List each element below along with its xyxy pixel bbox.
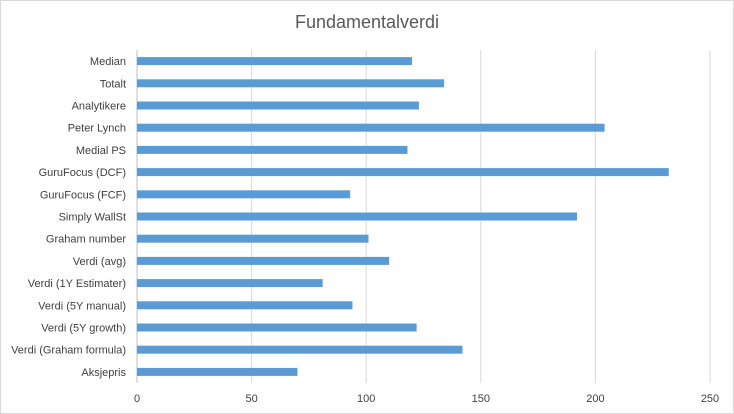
category-label: GuruFocus (FCF)	[40, 189, 126, 201]
x-tick-labels: 0 50 100 150 200 250	[134, 393, 719, 405]
category-labels: Median Totalt Analytikere Peter Lynch Medial…	[11, 56, 126, 379]
bar	[137, 234, 369, 243]
category-label: GuruFocus (DCF)	[39, 167, 126, 179]
category-label: Verdi (avg)	[73, 256, 126, 268]
bar	[137, 279, 323, 288]
bar	[137, 123, 605, 132]
x-tick-label: 250	[701, 393, 719, 405]
category-label: Analytikere	[72, 101, 126, 113]
bar	[137, 145, 408, 154]
category-label: Medial PS	[76, 145, 126, 157]
chart-title: Fundamentalverdi	[295, 12, 439, 32]
x-tick-label: 0	[134, 393, 140, 405]
category-label: Totalt	[100, 78, 126, 90]
bar	[137, 79, 445, 88]
category-label: Peter Lynch	[68, 123, 126, 135]
x-tick-label: 150	[472, 393, 490, 405]
category-label: Aksjepris	[81, 367, 126, 379]
x-tick-label: 50	[245, 393, 257, 405]
bar	[137, 212, 578, 221]
bar	[137, 323, 417, 332]
x-tick-label: 200	[586, 393, 604, 405]
bar	[137, 367, 298, 376]
bar	[137, 101, 419, 110]
x-tick-label: 100	[357, 393, 375, 405]
category-label: Verdi (Graham formula)	[11, 345, 126, 357]
bar	[137, 345, 463, 354]
bar	[137, 168, 669, 177]
bars	[137, 57, 669, 376]
category-label: Simply WallSt	[59, 212, 126, 224]
bar	[137, 301, 353, 310]
category-label: Verdi (1Y Estimater)	[28, 278, 126, 290]
category-label: Verdi (5Y growth)	[41, 323, 126, 335]
bar	[137, 190, 351, 199]
bar	[137, 256, 390, 265]
category-label: Median	[90, 56, 126, 68]
category-label: Verdi (5Y manual)	[38, 300, 126, 312]
category-label: Graham number	[46, 234, 126, 246]
bar	[137, 57, 413, 66]
